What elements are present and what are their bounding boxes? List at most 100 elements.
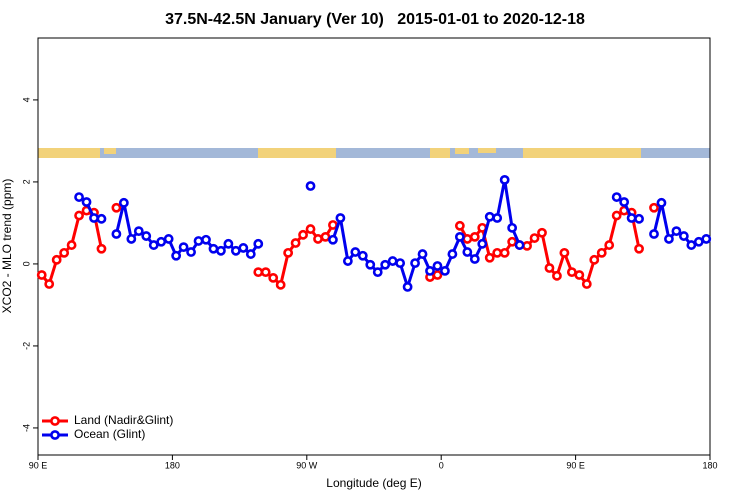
data-point — [350, 247, 361, 257]
y-tick-label: -4 — [21, 424, 31, 432]
y-tick-label: -2 — [21, 342, 31, 350]
x-tick-label: 90 E — [566, 460, 585, 470]
legend-label: Land (Nadir&Glint) — [74, 413, 173, 427]
data-point — [238, 243, 249, 253]
y-tick-label: 0 — [21, 261, 31, 266]
data-point — [581, 279, 592, 289]
data-point — [559, 247, 570, 258]
data-point — [454, 220, 465, 231]
data-point — [686, 240, 697, 250]
x-tick-label: 90 W — [296, 460, 318, 470]
data-point — [223, 238, 234, 249]
data-point — [290, 238, 301, 248]
x-tick-label: 0 — [439, 460, 444, 470]
data-point — [96, 213, 107, 224]
data-point — [111, 229, 122, 239]
data-point — [656, 197, 667, 208]
data-point — [313, 234, 323, 244]
data-point — [649, 202, 659, 213]
data-point — [81, 197, 92, 207]
data-point — [118, 197, 129, 208]
data-point — [544, 263, 555, 273]
data-point — [574, 270, 585, 280]
data-point — [634, 243, 644, 254]
data-point — [193, 236, 204, 246]
data-point — [507, 236, 518, 247]
data-point — [432, 270, 443, 280]
data-point — [133, 226, 144, 237]
data-point — [552, 270, 562, 281]
data-point — [499, 247, 510, 258]
data-point — [216, 245, 226, 256]
data-point — [477, 238, 488, 249]
data-point — [141, 231, 152, 241]
data-point — [305, 181, 316, 191]
data-point — [201, 234, 211, 245]
data-point — [275, 279, 286, 290]
data-point — [111, 202, 122, 213]
data-point — [522, 240, 532, 251]
data-point — [51, 254, 62, 265]
data-point — [619, 197, 630, 207]
data-point — [328, 220, 338, 230]
data-point — [163, 234, 174, 244]
legend-label: Ocean (Glint) — [74, 427, 145, 441]
x-axis-label: Longitude (deg E) — [326, 476, 421, 490]
data-point — [596, 247, 607, 258]
chart-title: 37.5N-42.5N January (Ver 10) 2015-01-01 … — [165, 11, 585, 28]
data-point — [357, 250, 368, 261]
data-point — [335, 213, 346, 223]
data-point — [178, 242, 189, 253]
data-point — [462, 247, 473, 257]
data-point — [671, 226, 682, 237]
data-point — [611, 210, 622, 221]
data-point — [604, 240, 615, 250]
data-point — [589, 254, 600, 265]
data-point — [484, 211, 495, 222]
data-point — [634, 213, 644, 224]
data-point — [268, 272, 279, 283]
data-point — [44, 279, 55, 289]
y-tick-label: 2 — [21, 179, 31, 184]
data-point — [74, 210, 84, 221]
data-point — [402, 281, 413, 292]
data-point — [328, 234, 338, 245]
data-point — [305, 224, 316, 234]
data-point — [492, 247, 503, 258]
data-point — [395, 258, 406, 269]
data-point — [59, 247, 70, 258]
map-strip — [38, 148, 710, 158]
data-point — [701, 234, 712, 244]
data-point — [649, 229, 659, 239]
data-point — [432, 261, 443, 271]
data-point — [469, 254, 480, 264]
data-point — [492, 213, 503, 223]
data-point — [462, 234, 473, 244]
x-tick-label: 180 — [165, 460, 180, 470]
y-tick-label: 4 — [21, 97, 31, 102]
data-point — [440, 265, 450, 276]
data-point — [537, 227, 547, 238]
data-point — [693, 236, 704, 247]
data-point — [36, 270, 47, 280]
data-point — [454, 231, 465, 242]
data-point — [484, 252, 495, 263]
data-point — [230, 245, 241, 256]
data-point — [171, 250, 182, 261]
data-point — [611, 192, 622, 202]
data-point — [148, 240, 159, 250]
data-point — [529, 233, 540, 243]
data-point — [664, 234, 674, 244]
legend-marker — [50, 416, 60, 426]
data-point — [417, 249, 428, 259]
data-point — [253, 238, 264, 249]
y-axis-label: XCO2 - MLO trend (ppm) — [0, 179, 14, 314]
data-point — [447, 249, 458, 259]
data-point — [365, 259, 376, 270]
data-point — [380, 259, 391, 270]
data-point — [156, 236, 167, 247]
data-point — [507, 222, 518, 233]
data-point — [626, 213, 637, 223]
plot-frame — [37, 37, 711, 456]
